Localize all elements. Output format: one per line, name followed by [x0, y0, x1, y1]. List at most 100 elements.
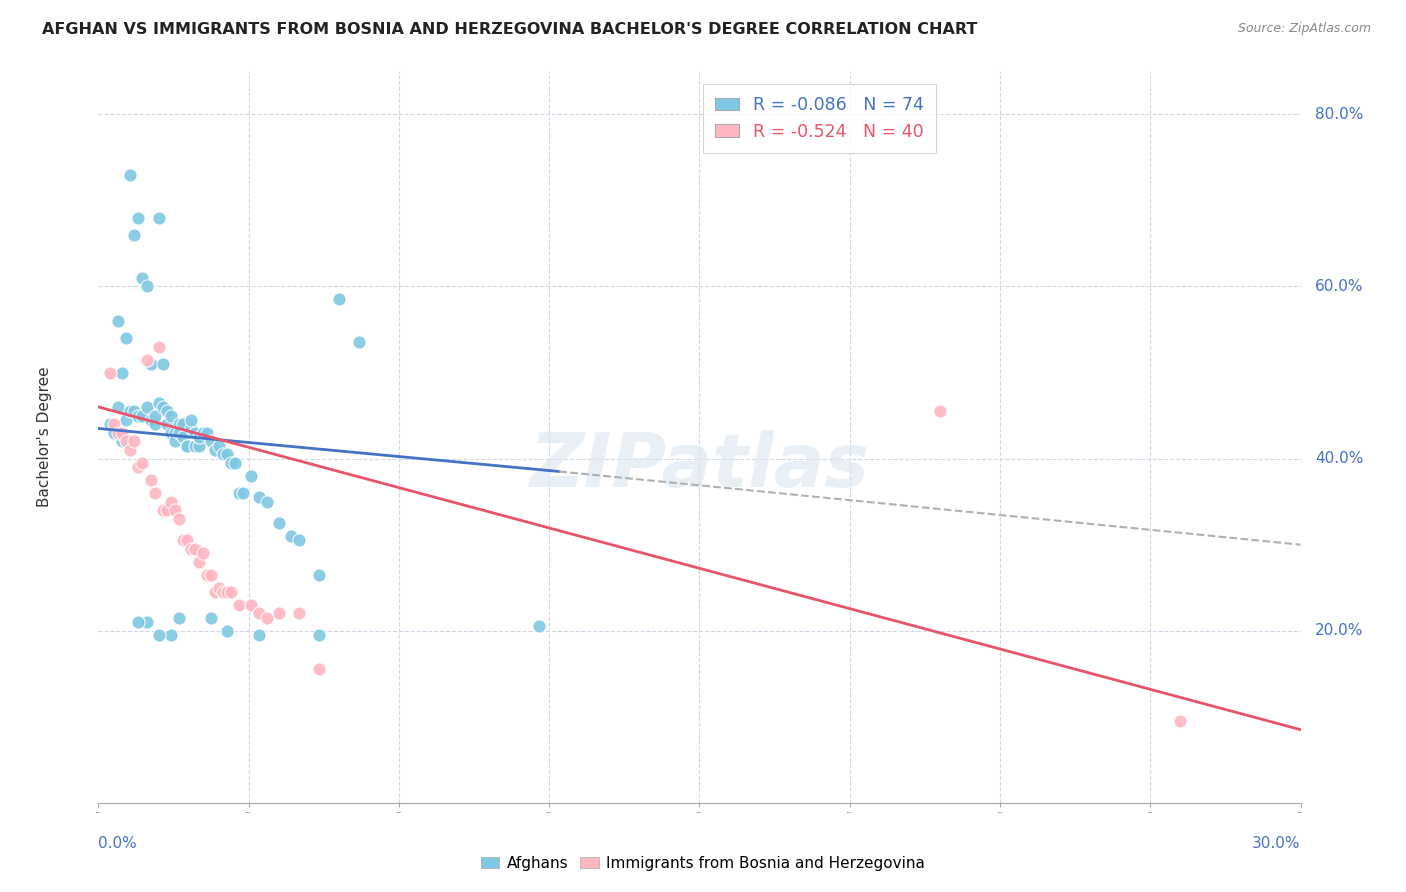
Point — [183, 425, 205, 440]
Point — [208, 439, 231, 453]
Point — [107, 314, 129, 328]
Point — [267, 607, 290, 621]
Point — [143, 486, 166, 500]
Point — [111, 434, 134, 449]
Point — [176, 439, 198, 453]
Point — [135, 352, 157, 367]
Point — [131, 271, 153, 285]
Point — [256, 611, 278, 625]
Point — [135, 400, 157, 414]
Point — [328, 293, 350, 307]
Point — [120, 404, 142, 418]
Point — [529, 619, 551, 633]
Text: AFGHAN VS IMMIGRANTS FROM BOSNIA AND HERZEGOVINA BACHELOR'S DEGREE CORRELATION C: AFGHAN VS IMMIGRANTS FROM BOSNIA AND HER… — [42, 22, 977, 37]
Point — [208, 581, 231, 595]
Point — [347, 335, 370, 350]
Point — [159, 409, 181, 423]
Point — [148, 340, 170, 354]
Point — [180, 413, 202, 427]
Point — [139, 473, 162, 487]
Point — [211, 585, 233, 599]
Point — [163, 503, 186, 517]
Point — [172, 417, 194, 432]
Point — [187, 439, 209, 453]
Point — [148, 211, 170, 225]
Point — [124, 434, 146, 449]
Point — [111, 366, 134, 380]
Text: 0.0%: 0.0% — [98, 836, 138, 851]
Point — [187, 555, 209, 569]
Point — [124, 227, 146, 242]
Point — [247, 607, 270, 621]
Point — [120, 442, 142, 457]
Point — [183, 439, 205, 453]
Point — [115, 434, 138, 449]
Point — [256, 494, 278, 508]
Point — [195, 425, 218, 440]
Point — [219, 456, 242, 470]
Point — [239, 468, 262, 483]
Point — [239, 598, 262, 612]
Text: Source: ZipAtlas.com: Source: ZipAtlas.com — [1237, 22, 1371, 36]
Point — [107, 425, 129, 440]
Point — [107, 400, 129, 414]
Point — [219, 585, 242, 599]
Point — [115, 331, 138, 345]
Point — [152, 357, 174, 371]
Point — [167, 611, 190, 625]
Point — [135, 615, 157, 629]
Point — [152, 503, 174, 517]
Point — [115, 413, 138, 427]
Text: 60.0%: 60.0% — [1315, 279, 1364, 294]
Point — [247, 628, 270, 642]
Point — [143, 409, 166, 423]
Point — [111, 425, 134, 440]
Point — [172, 533, 194, 548]
Point — [232, 486, 254, 500]
Legend: Afghans, Immigrants from Bosnia and Herzegovina: Afghans, Immigrants from Bosnia and Herz… — [475, 850, 931, 877]
Point — [159, 425, 181, 440]
Point — [120, 168, 142, 182]
Point — [167, 417, 190, 432]
Point — [180, 541, 202, 556]
Point — [159, 628, 181, 642]
Point — [131, 456, 153, 470]
Point — [128, 211, 150, 225]
Point — [103, 417, 125, 432]
Point — [155, 404, 177, 418]
Point — [200, 434, 222, 449]
Point — [191, 425, 214, 440]
Point — [308, 628, 330, 642]
Point — [152, 400, 174, 414]
Point — [308, 662, 330, 676]
Point — [929, 404, 952, 418]
Point — [215, 447, 238, 461]
Point — [228, 486, 250, 500]
Point — [200, 611, 222, 625]
Point — [176, 533, 198, 548]
Text: 80.0%: 80.0% — [1315, 107, 1364, 122]
Point — [1170, 714, 1192, 728]
Point — [159, 494, 181, 508]
Point — [215, 624, 238, 638]
Point — [195, 567, 218, 582]
Point — [228, 598, 250, 612]
Point — [100, 366, 122, 380]
Point — [143, 417, 166, 432]
Text: 40.0%: 40.0% — [1315, 451, 1364, 467]
Point — [163, 434, 186, 449]
Point — [135, 279, 157, 293]
Point — [267, 516, 290, 530]
Point — [204, 585, 226, 599]
Point — [103, 425, 125, 440]
Text: ZIPatlas: ZIPatlas — [530, 430, 869, 503]
Point — [200, 567, 222, 582]
Point — [155, 417, 177, 432]
Point — [148, 628, 170, 642]
Text: 20.0%: 20.0% — [1315, 624, 1364, 638]
Point — [215, 585, 238, 599]
Point — [100, 417, 122, 432]
Point — [139, 357, 162, 371]
Point — [211, 447, 233, 461]
Point — [172, 430, 194, 444]
